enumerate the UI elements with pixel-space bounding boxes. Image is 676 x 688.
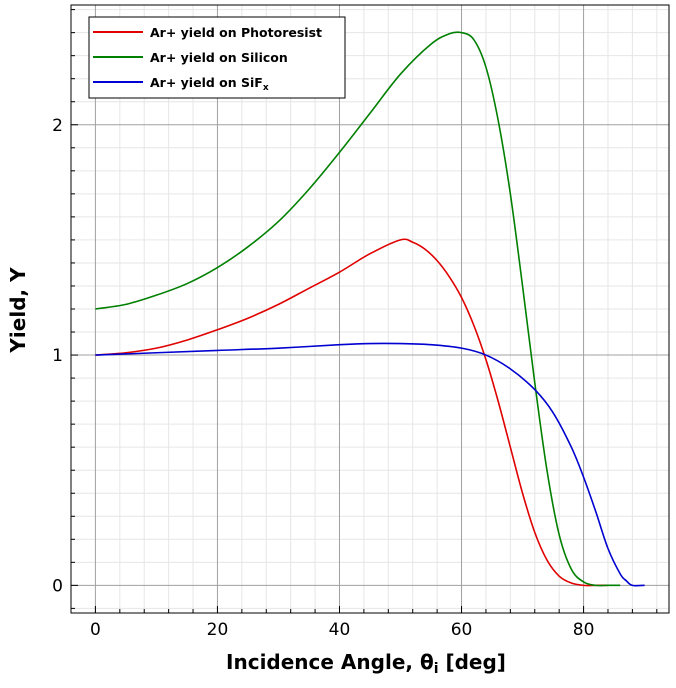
axis-ticks: 0 20 40 60 80 0 1 2	[52, 9, 658, 640]
x-axis-label-main: Incidence Angle, θ	[226, 650, 434, 674]
legend-label-text: Ar+ yield on SiF	[150, 75, 263, 90]
series-line-1	[95, 238, 608, 587]
x-axis-label: Incidence Angle, θi [deg]	[226, 650, 506, 677]
x-axis-label-subscript: i	[434, 661, 439, 677]
legend-label-3: Ar+ yield on SiFx	[150, 75, 269, 93]
y-tick-label: 1	[52, 346, 63, 366]
x-tick-label: 0	[90, 620, 101, 640]
series-line-3	[95, 342, 645, 587]
legend-label-text: Ar+ yield on Photoresist	[150, 25, 322, 40]
y-axis-label: Yield, Y	[6, 267, 30, 354]
x-tick-label: 20	[207, 620, 229, 640]
series-lines	[95, 31, 645, 587]
x-tick-label: 40	[329, 620, 351, 640]
legend-label-2: Ar+ yield on Silicon	[150, 50, 288, 65]
x-axis-label-suffix: [deg]	[439, 650, 506, 674]
x-tick-label: 80	[573, 620, 595, 640]
major-grid	[71, 5, 669, 613]
legend-label-1: Ar+ yield on Photoresist	[150, 25, 322, 40]
legend-label-subscript: x	[263, 83, 269, 93]
y-tick-label: 0	[52, 576, 63, 596]
minor-grid	[70, 5, 669, 613]
legend-label-text: Ar+ yield on Silicon	[150, 50, 288, 65]
x-tick-label: 60	[451, 620, 473, 640]
legend: Ar+ yield on Photoresist Ar+ yield on Sil…	[88, 16, 346, 99]
y-tick-label: 2	[52, 116, 63, 136]
series-line-2	[95, 31, 621, 587]
